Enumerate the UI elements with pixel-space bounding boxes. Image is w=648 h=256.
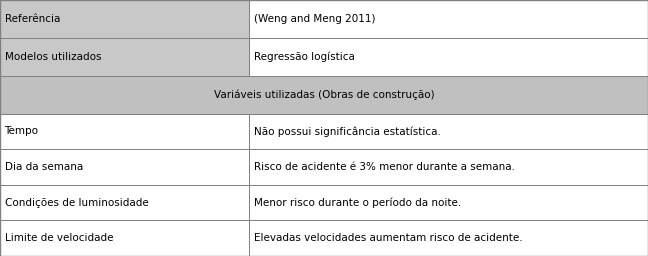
Bar <box>249 38 648 76</box>
Bar <box>0 114 249 149</box>
Text: Modelos utilizados: Modelos utilizados <box>5 52 101 62</box>
Text: Elevadas velocidades aumentam risco de acidente.: Elevadas velocidades aumentam risco de a… <box>254 233 523 243</box>
Text: Variáveis utilizadas (Obras de construção): Variáveis utilizadas (Obras de construçã… <box>214 89 434 100</box>
Text: (Weng and Meng 2011): (Weng and Meng 2011) <box>254 14 376 24</box>
Text: Regressão logística: Regressão logística <box>254 51 355 62</box>
Bar <box>0 220 249 256</box>
Bar <box>0 38 249 76</box>
Text: Referência: Referência <box>5 14 60 24</box>
Bar <box>249 185 648 220</box>
Bar <box>0 0 249 38</box>
Text: Tempo: Tempo <box>5 126 38 136</box>
Bar <box>249 114 648 149</box>
Bar <box>249 220 648 256</box>
Bar <box>0 149 249 185</box>
Text: Menor risco durante o período da noite.: Menor risco durante o período da noite. <box>254 197 461 208</box>
Bar <box>249 0 648 38</box>
Text: Limite de velocidade: Limite de velocidade <box>5 233 113 243</box>
Text: Não possui significância estatística.: Não possui significância estatística. <box>254 126 441 137</box>
Text: Dia da semana: Dia da semana <box>5 162 83 172</box>
Bar <box>249 149 648 185</box>
Bar <box>0 76 648 114</box>
Text: Condições de luminosidade: Condições de luminosidade <box>5 198 148 208</box>
Text: Risco de acidente é 3% menor durante a semana.: Risco de acidente é 3% menor durante a s… <box>254 162 515 172</box>
Bar <box>0 185 249 220</box>
